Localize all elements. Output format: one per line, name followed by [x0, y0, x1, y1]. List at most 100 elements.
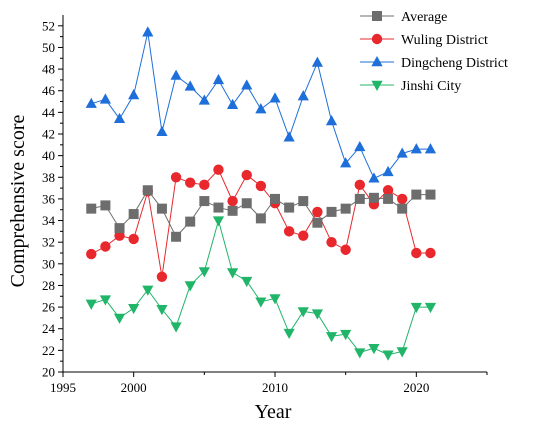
data-point-wuling-district	[100, 241, 111, 252]
data-point-jinshi-city	[325, 332, 338, 343]
data-point-dingcheng-district	[184, 80, 196, 91]
y-tick-label: 50	[42, 40, 55, 55]
data-point-dingcheng-district	[255, 103, 267, 114]
x-tick-label: 1995	[50, 380, 76, 395]
data-point-average	[156, 203, 167, 214]
data-point-wuling-district	[128, 233, 139, 245]
data-point-dingcheng-district	[113, 112, 126, 124]
x-tick-label: 2000	[121, 380, 147, 395]
data-point-wuling-district	[213, 164, 224, 175]
data-point-average	[312, 217, 323, 228]
data-point-dingcheng-district	[368, 172, 380, 183]
data-point-jinshi-city	[99, 295, 111, 306]
y-tick-label: 34	[42, 213, 56, 228]
y-tick-label: 22	[42, 343, 55, 358]
legend: Average Wuling District Dingcheng District…	[360, 10, 508, 94]
data-point-average	[227, 205, 238, 216]
y-tick-label: 46	[42, 83, 56, 98]
data-point-jinshi-city	[113, 313, 126, 324]
y-tick-label: 42	[42, 127, 55, 142]
legend-label: Jinshi City	[401, 79, 461, 94]
data-point-dingcheng-district	[156, 125, 168, 137]
data-point-jinshi-city	[128, 303, 140, 315]
data-point-jinshi-city	[410, 302, 422, 314]
data-point-average	[100, 200, 111, 211]
data-point-average	[383, 193, 394, 204]
data-point-wuling-district	[326, 236, 337, 248]
data-point-wuling-district	[397, 193, 408, 205]
data-point-wuling-district	[255, 180, 267, 192]
legend-label: Wuling District	[401, 33, 488, 48]
legend-label: Dingcheng District	[401, 56, 508, 71]
data-point-jinshi-city	[241, 276, 253, 288]
data-point-jinshi-city	[354, 348, 366, 359]
data-point-wuling-district	[382, 185, 394, 196]
legend-marker	[371, 33, 383, 45]
data-point-dingcheng-district	[170, 69, 182, 80]
data-point-jinshi-city	[170, 322, 182, 333]
data-point-wuling-district	[354, 179, 365, 191]
data-point-dingcheng-district	[269, 92, 281, 103]
legend-marker	[371, 80, 383, 91]
data-point-average	[298, 196, 309, 207]
series-average	[86, 185, 436, 242]
legend-item-wuling-district: Wuling District	[360, 33, 488, 48]
data-point-dingcheng-district	[410, 143, 422, 154]
y-tick-label: 26	[42, 300, 56, 315]
data-point-wuling-district	[298, 230, 309, 241]
legend-label: Average	[401, 10, 447, 25]
data-point-jinshi-city	[297, 307, 309, 318]
data-point-dingcheng-district	[227, 98, 239, 109]
data-point-jinshi-city	[156, 305, 168, 316]
data-point-wuling-district	[241, 169, 252, 181]
data-point-jinshi-city	[198, 267, 210, 278]
data-point-average	[270, 193, 280, 204]
legend-marker	[371, 56, 383, 67]
y-tick-label: 28	[42, 278, 55, 293]
data-point-jinshi-city	[269, 294, 281, 305]
data-point-jinshi-city	[184, 281, 196, 292]
data-point-average	[397, 203, 408, 214]
data-point-average	[241, 198, 252, 209]
data-point-average	[213, 202, 224, 213]
x-tick-label: 2010	[262, 380, 288, 395]
data-point-wuling-district	[86, 248, 97, 260]
data-point-average	[326, 206, 337, 217]
legend-item-average: Average	[360, 10, 447, 25]
data-point-dingcheng-district	[198, 94, 210, 105]
series-dingcheng-district	[85, 26, 437, 183]
y-tick-label: 32	[42, 235, 55, 250]
data-point-jinshi-city	[212, 216, 225, 227]
data-point-average	[368, 192, 379, 203]
data-point-dingcheng-district	[325, 115, 338, 126]
series-line-jinshi-city	[91, 218, 431, 356]
data-point-average	[425, 189, 436, 200]
y-tick-label: 24	[42, 321, 56, 336]
data-point-dingcheng-district	[212, 73, 225, 85]
data-point-dingcheng-district	[241, 79, 253, 90]
data-point-dingcheng-district	[424, 143, 437, 154]
data-point-wuling-district	[156, 271, 168, 282]
data-point-dingcheng-district	[354, 140, 366, 152]
data-point-jinshi-city	[283, 328, 295, 340]
y-tick-label: 38	[42, 170, 55, 185]
data-point-dingcheng-district	[85, 97, 97, 108]
data-point-jinshi-city	[424, 302, 437, 314]
data-point-dingcheng-district	[142, 26, 154, 37]
data-point-average	[354, 193, 365, 204]
data-point-dingcheng-district	[283, 131, 295, 142]
legend-item-jinshi-city: Jinshi City	[360, 79, 461, 94]
data-point-average	[86, 203, 97, 214]
data-point-wuling-district	[312, 206, 323, 218]
data-point-jinshi-city	[382, 350, 394, 361]
data-point-jinshi-city	[142, 285, 154, 296]
data-point-dingcheng-district	[99, 93, 111, 104]
y-tick-label: 48	[42, 62, 55, 77]
y-tick-label: 36	[42, 191, 56, 206]
x-axis-title: Year	[255, 401, 292, 423]
data-point-average	[255, 213, 266, 224]
data-point-dingcheng-district	[297, 90, 309, 101]
data-point-average	[340, 203, 351, 214]
y-tick-label: 40	[42, 148, 55, 163]
